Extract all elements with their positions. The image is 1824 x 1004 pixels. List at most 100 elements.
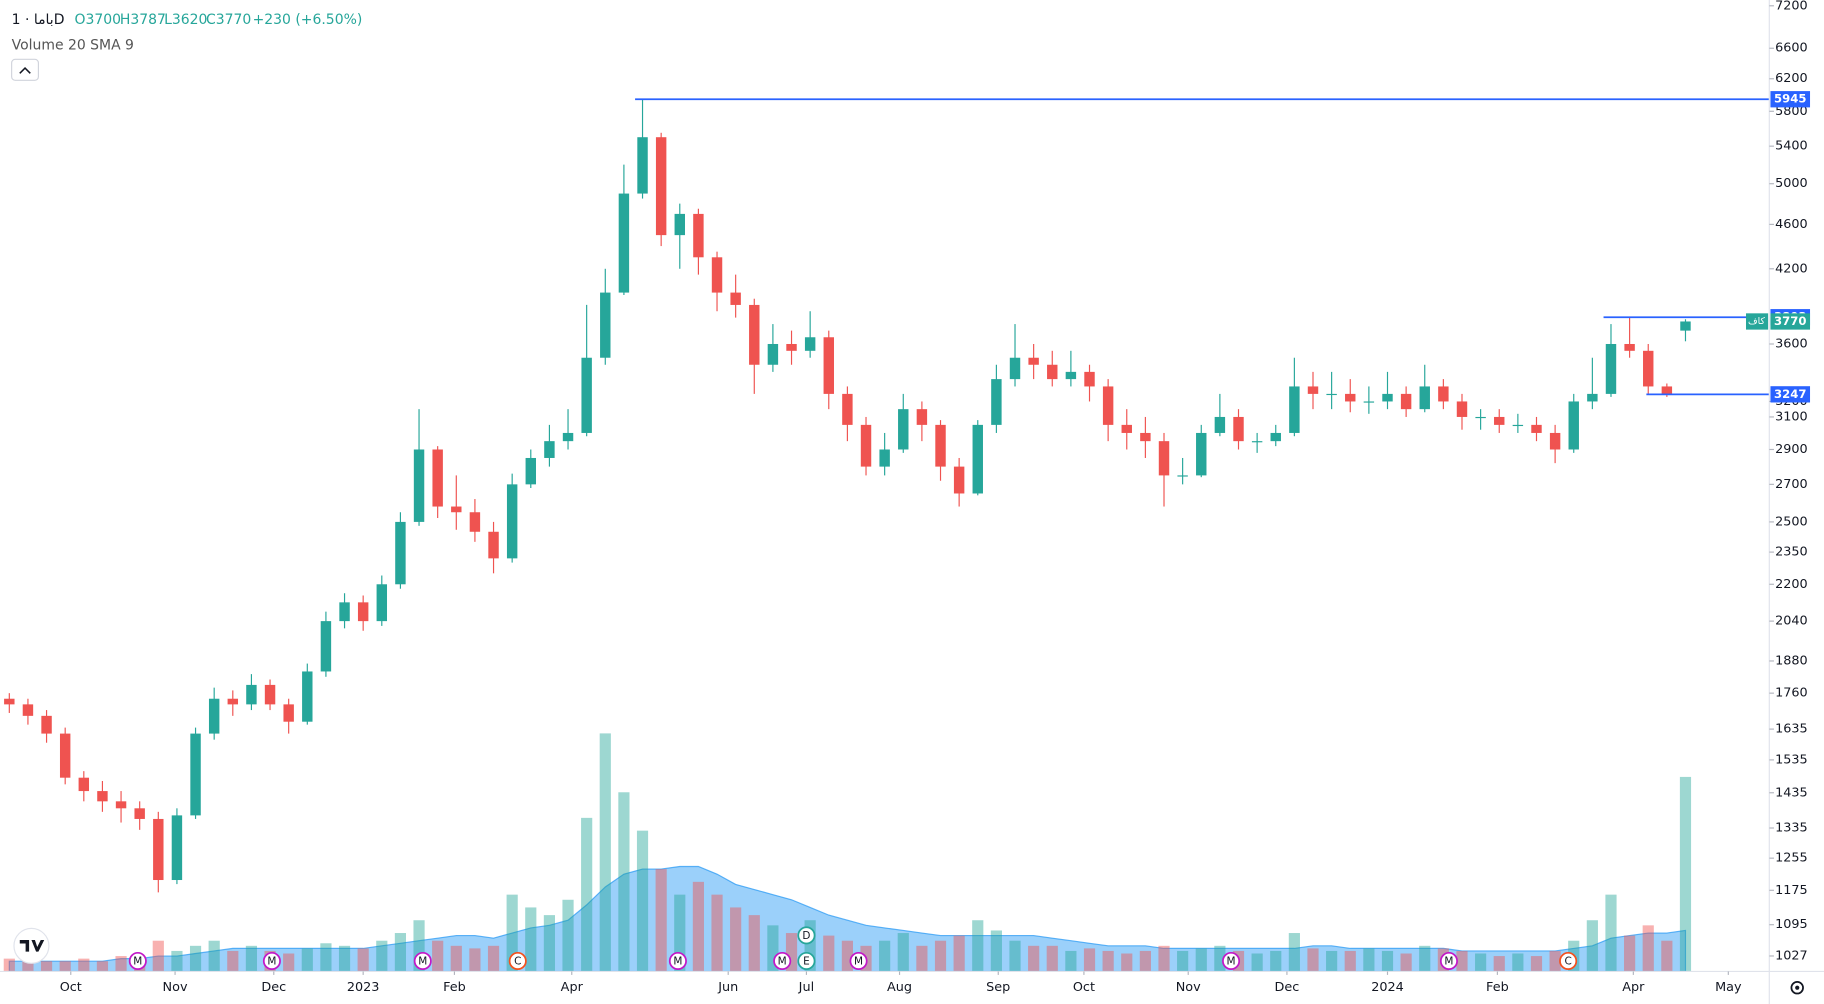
volume-bar [1326,950,1338,972]
x-tick-label: Apr [1622,980,1645,995]
event-label: M [1444,956,1453,968]
x-tick-label: Feb [1486,980,1509,995]
event-marker [773,951,792,970]
volume-bar [525,907,537,972]
candle-body [935,424,946,467]
candle-body [1121,424,1132,433]
change: +230 (+6.50%) [253,12,363,28]
ohlc-open: O3700 [74,12,121,28]
y-tick-label: 1027 [1775,948,1808,963]
candle-body [972,424,983,494]
candle-body [488,531,499,559]
volume-bar [59,961,71,972]
candle-body [153,818,164,881]
volume-bar [692,881,704,972]
candle-body [860,424,872,467]
candle-body [432,449,443,507]
level-label: 3247 [1774,387,1806,401]
collapse-button[interactable] [11,58,39,81]
candle-body [1196,432,1207,476]
x-tick-label: May [1715,980,1742,995]
y-tick-label: 4200 [1775,261,1808,276]
candle-body [115,801,127,809]
volume-bar [22,958,34,972]
volume-bar [1661,940,1673,972]
candle-body [1363,401,1375,403]
volume-bar [748,915,760,972]
event-label: M [133,956,142,968]
x-tick-label: Oct [1073,980,1095,995]
volume-bar [1549,950,1561,972]
candle-body [190,733,201,816]
volume-bar [1381,950,1394,972]
candle-body [544,441,555,458]
candle-body [1289,386,1300,433]
y-tick-label: 6200 [1775,71,1808,86]
candle-body [1028,357,1039,365]
candle-body [97,791,108,802]
candle-body [804,337,816,351]
volume-bar [581,817,593,972]
volume-bar [1307,948,1319,972]
y-tick-label: 1880 [1775,653,1808,668]
candle-body [227,698,239,705]
volume-bar [171,950,183,972]
candle-body [1605,343,1617,394]
candle-body [1531,424,1542,433]
candle-body [1084,371,1095,387]
candle-body [413,449,425,522]
candle-body [525,457,537,485]
y-tick-label: 5000 [1775,176,1808,191]
volume-bar [1121,953,1133,972]
candle-body [1009,357,1021,380]
volume-bar [1586,920,1598,972]
x-tick-label: Sep [986,980,1010,995]
candle-body [41,715,52,734]
level-label-bg [1770,91,1811,108]
volume-bar [227,950,239,972]
volume-legend: Volume 20 SMA 9 [12,37,134,53]
volume-bar [469,948,481,972]
candle-body [283,704,294,722]
candle-body [730,292,741,305]
candle-body [600,292,611,358]
ohlc-low: L3620 [164,12,207,28]
volume-bar [1419,945,1431,972]
candle-body [823,337,834,394]
last-price-label-bg [1770,313,1811,330]
volume-bar [674,894,686,972]
event-marker [413,951,432,970]
volume-bar [804,920,816,972]
event-label: M [1227,956,1236,968]
candle-body [1326,393,1337,396]
candle-body [264,684,276,705]
candle-body [1475,416,1486,419]
candle-body [693,213,704,258]
volume-bar [767,925,779,972]
candle-body [1587,393,1598,402]
volume-bar [1270,950,1282,972]
tradingview-logo[interactable] [13,927,50,964]
candle-body [1251,441,1263,443]
settings-icon[interactable] [1790,981,1804,995]
volume-bar [1158,945,1170,972]
volume-bar [1400,953,1412,972]
candle-body [655,137,667,236]
last-price-label: 3770 [1774,314,1806,328]
volume-bar [730,907,742,972]
candle-body [1456,401,1468,417]
x-tick-label: Oct [60,980,82,995]
y-tick-label: 1535 [1775,752,1808,767]
candle-body [1177,475,1188,477]
volume-bar [1009,940,1021,972]
candle-body [1661,386,1673,394]
volume-bar [916,945,928,972]
volume-bar [1214,945,1226,972]
y-tick-label: 1335 [1775,821,1808,836]
volume-bar [655,869,667,972]
y-tick-label: 2900 [1775,442,1808,457]
event-marker [797,926,816,945]
volume-bar [823,935,835,972]
event-label: C [514,956,521,968]
